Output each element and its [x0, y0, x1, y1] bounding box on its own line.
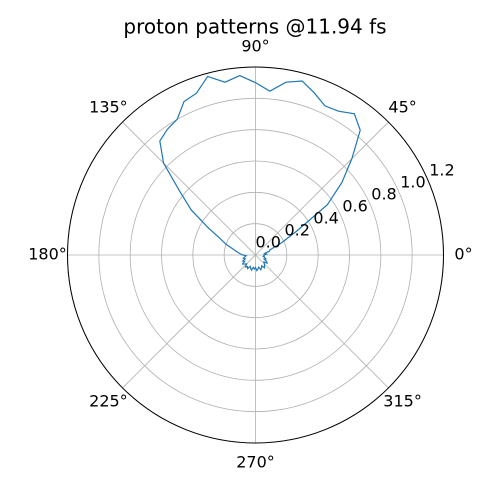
- radial-tick-label: 0.0: [256, 233, 281, 252]
- radial-tick-label: 1.2: [429, 161, 454, 180]
- data-line: [159, 74, 361, 272]
- grid-spoke: [122, 254, 256, 389]
- angle-tick-label: 45°: [388, 97, 416, 116]
- angle-tick-label: 90°: [241, 37, 269, 56]
- grid-spoke: [255, 254, 389, 389]
- angle-tick-label: 270°: [236, 453, 275, 472]
- grid-spoke: [122, 121, 256, 256]
- radial-tick-label: 0.2: [284, 221, 309, 240]
- grid-spoke: [255, 121, 389, 256]
- angle-tick-label: 315°: [383, 392, 422, 411]
- radial-tick-label: 0.6: [342, 197, 367, 216]
- angle-tick-label: 225°: [89, 392, 128, 411]
- radial-tick-label: 1.0: [400, 173, 425, 192]
- angle-tick-label: 180°: [28, 245, 67, 264]
- chart-title: proton patterns @11.94 fs: [123, 15, 386, 39]
- polar-frame: [67, 66, 444, 444]
- angle-tick-label: 135°: [89, 97, 128, 116]
- angle-tick-label: 0°: [454, 245, 472, 264]
- radial-tick-label: 0.4: [313, 209, 338, 228]
- radial-tick-label: 0.8: [371, 185, 396, 204]
